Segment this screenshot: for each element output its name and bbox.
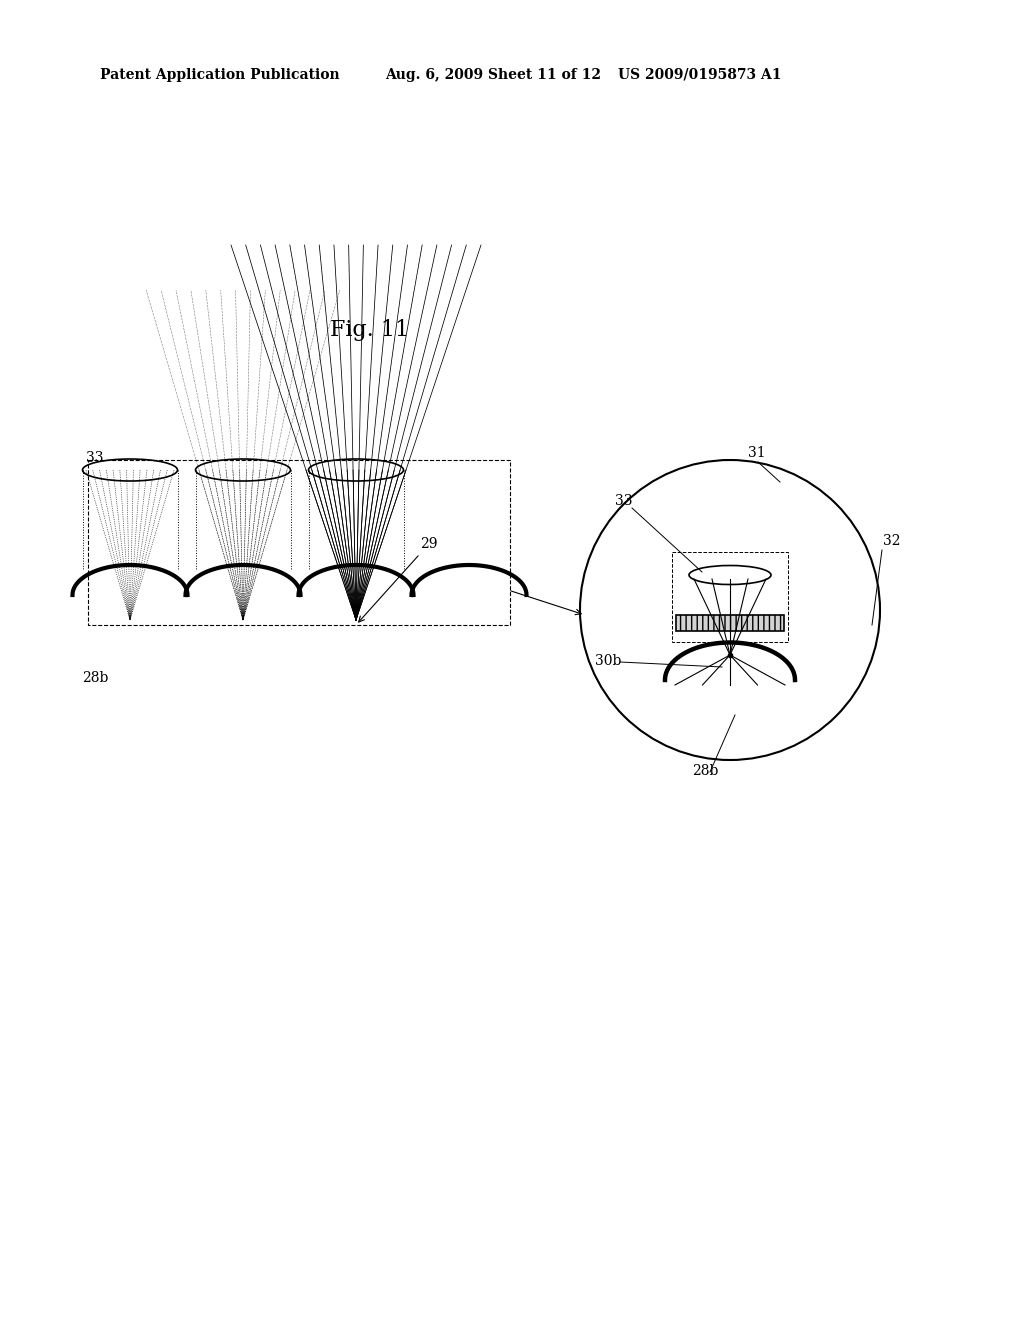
- Bar: [676, 615, 784, 631]
- Text: Patent Application Publication: Patent Application Publication: [100, 69, 340, 82]
- Text: 32: 32: [883, 535, 900, 548]
- Text: 31: 31: [748, 446, 766, 459]
- Text: 30b: 30b: [595, 653, 622, 668]
- Text: Fig. 11: Fig. 11: [331, 319, 410, 341]
- Bar: [672, 552, 788, 642]
- Text: Aug. 6, 2009: Aug. 6, 2009: [385, 69, 483, 82]
- Text: 28b: 28b: [82, 671, 109, 685]
- Text: 33: 33: [615, 494, 633, 508]
- Text: Sheet 11 of 12: Sheet 11 of 12: [488, 69, 601, 82]
- Text: 28b: 28b: [692, 764, 719, 777]
- Text: 29: 29: [358, 537, 437, 622]
- Text: US 2009/0195873 A1: US 2009/0195873 A1: [618, 69, 781, 82]
- Text: 33: 33: [86, 451, 103, 465]
